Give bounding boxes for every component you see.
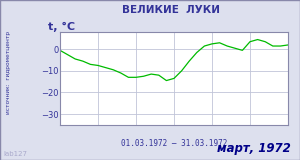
Text: 01.03.1972 – 31.03.1972: 01.03.1972 – 31.03.1972 [121, 139, 227, 148]
Text: источник:  гидрометцентр: источник: гидрометцентр [7, 30, 11, 114]
Text: ВЕЛИКИЕ  ЛУКИ: ВЕЛИКИЕ ЛУКИ [122, 5, 220, 15]
Text: t, °C: t, °C [48, 22, 75, 32]
Text: март, 1972: март, 1972 [217, 142, 291, 155]
Text: lab127: lab127 [3, 151, 27, 157]
